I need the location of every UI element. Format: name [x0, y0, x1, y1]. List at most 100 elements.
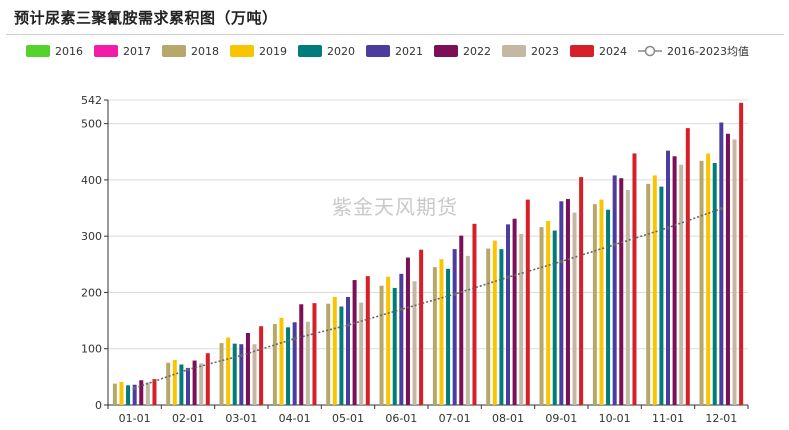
x-tick-label: 06-01	[385, 412, 417, 425]
bar-2024-10-01	[632, 153, 637, 405]
bar-2021-05-01	[346, 296, 350, 405]
x-tick-label: 01-01	[119, 412, 151, 425]
bar-2019-12-01	[706, 153, 711, 405]
bar-2024-08-01	[525, 199, 530, 405]
bar-2019-08-01	[492, 240, 497, 405]
bar-2022-10-01	[619, 178, 624, 405]
legend-label-2019[interactable]: 2019	[259, 45, 287, 58]
bar-2019-02-01	[172, 359, 177, 405]
average-point	[133, 386, 137, 390]
chart-title: 预计尿素三聚氰胺需求累积图（万吨）	[14, 9, 278, 27]
legend-label-2022[interactable]: 2022	[463, 45, 491, 58]
bar-2020-04-01	[286, 327, 291, 405]
grid-lines	[108, 99, 748, 350]
average-point	[453, 292, 457, 296]
x-tick-label: 07-01	[439, 412, 471, 425]
x-tick-label: 11-01	[652, 412, 684, 425]
bar-2018-03-01	[219, 343, 224, 405]
bar-2019-10-01	[599, 199, 604, 405]
bar-2018-05-01	[326, 303, 331, 405]
bar-2022-09-01	[565, 199, 570, 405]
bar-series	[112, 102, 744, 406]
average-point	[239, 353, 243, 358]
bar-2024-04-01	[312, 303, 317, 405]
bar-2018-08-01	[486, 248, 491, 405]
legend: 2016 2017 2018 2019 2020 2021 2022 2023 2024 2016…	[26, 45, 749, 58]
bar-2023-04-01	[305, 321, 310, 405]
bar-2024-06-01	[419, 249, 424, 405]
bar-2018-09-01	[539, 227, 544, 405]
watermark: 紫金天风期货	[332, 195, 458, 219]
bar-2022-03-01	[245, 332, 250, 405]
bar-2022-08-01	[512, 218, 517, 405]
legend-swatch-2019[interactable]	[230, 45, 254, 57]
bar-2022-07-01	[459, 235, 464, 405]
average-point	[666, 226, 670, 230]
bar-2019-09-01	[546, 220, 551, 405]
x-tick-label: 10-01	[599, 412, 631, 425]
bar-2020-07-01	[446, 268, 451, 405]
y-tick-label: 542	[81, 94, 102, 107]
bar-2018-07-01	[432, 267, 437, 405]
bar-2024-05-01	[365, 276, 370, 405]
bar-2024-09-01	[579, 177, 584, 405]
y-tick-label: 400	[81, 174, 102, 187]
bar-2024-07-01	[472, 223, 477, 405]
average-point	[399, 307, 403, 311]
x-tick-label: 02-01	[172, 412, 204, 425]
x-tick-label: 04-01	[279, 412, 311, 425]
bar-2024-01-01	[152, 379, 157, 405]
bar-2023-03-01	[252, 344, 257, 405]
bar-2019-07-01	[439, 259, 444, 405]
legend-swatch-2017[interactable]	[94, 45, 118, 57]
bar-2023-12-01	[732, 139, 737, 405]
bar-2021-09-01	[559, 201, 564, 405]
bar-2022-02-01	[192, 360, 197, 405]
legend-label-2024[interactable]: 2024	[599, 45, 627, 58]
bar-2020-01-01	[126, 385, 131, 405]
bar-2018-02-01	[166, 362, 171, 405]
legend-label-2021[interactable]: 2021	[395, 45, 423, 58]
bar-2023-01-01	[145, 382, 150, 405]
legend-swatch-2021[interactable]	[366, 45, 390, 57]
legend-swatch-2018[interactable]	[162, 45, 186, 57]
bar-2021-11-01	[666, 150, 670, 405]
bar-2024-02-01	[205, 353, 210, 405]
average-point	[186, 367, 190, 372]
legend-label-2017[interactable]: 2017	[123, 45, 151, 58]
bar-2021-12-01	[719, 122, 724, 406]
legend-swatch-2022[interactable]	[434, 45, 458, 57]
legend-label-2016[interactable]: 2016	[55, 45, 83, 58]
legend-label-average[interactable]: 2016-2023均值	[667, 45, 749, 58]
x-tick-label: 05-01	[332, 412, 364, 425]
legend-swatch-average-marker[interactable]	[644, 45, 656, 57]
legend-label-2020[interactable]: 2020	[327, 45, 355, 58]
bar-2020-10-01	[606, 209, 611, 405]
legend-swatch-2016[interactable]	[26, 45, 50, 57]
average-line-path	[134, 207, 722, 389]
bar-2022-06-01	[405, 257, 410, 405]
average-point	[506, 275, 510, 279]
bar-2018-04-01	[272, 323, 277, 405]
bar-2018-06-01	[379, 285, 384, 405]
legend-swatch-2023[interactable]	[502, 45, 526, 57]
bar-2020-06-01	[392, 287, 397, 405]
bar-2021-10-01	[612, 175, 617, 405]
legend-swatch-2020[interactable]	[298, 45, 322, 57]
legend-label-2023[interactable]: 2023	[531, 45, 559, 58]
bar-2021-07-01	[452, 249, 457, 405]
average-point	[346, 323, 350, 327]
bar-2020-03-01	[232, 343, 237, 405]
legend-label-2018[interactable]: 2018	[191, 45, 219, 58]
average-point	[719, 207, 723, 211]
bar-2021-06-01	[399, 273, 404, 405]
legend-swatch-2024[interactable]	[570, 45, 594, 57]
y-axis: 0 100 200 300 400 500 542	[81, 94, 109, 412]
bar-2020-11-01	[659, 186, 664, 405]
bar-2019-11-01	[652, 175, 657, 405]
bar-2023-08-01	[519, 233, 524, 405]
bar-2019-01-01	[119, 381, 124, 405]
bar-2018-10-01	[592, 204, 597, 405]
x-tick-label: 09-01	[545, 412, 577, 425]
